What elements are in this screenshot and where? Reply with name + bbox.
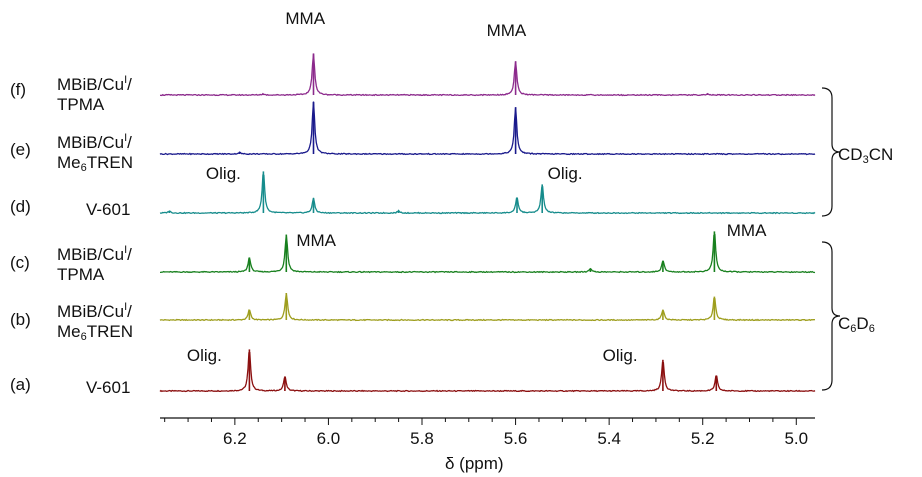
x-tick-label: 5.6: [504, 429, 528, 448]
spectrum-label-c: MBiB/CuI/TPMA: [57, 244, 132, 284]
x-axis: 6.2 6.0 5.8 5.6 5.4 5.2 5.0: [160, 417, 815, 448]
spectra-traces: [159, 53, 816, 393]
spectrum-letter-d: (d): [10, 197, 31, 216]
spectrum-trace-a: [159, 351, 816, 393]
x-tick-label: 5.2: [691, 429, 715, 448]
spectrum-trace-c: [160, 233, 816, 274]
peak-annotation-1: MMA: [486, 21, 527, 40]
peak-annotation-4: MMA: [296, 231, 336, 250]
solvent-braces: [821, 87, 841, 391]
spectrum-letter-f: (f): [10, 80, 27, 99]
spectrum-label-d: V-601: [86, 200, 131, 219]
x-axis-label: δ (ppm): [445, 454, 504, 473]
spectrum-letter-b: (b): [10, 310, 31, 329]
x-tick-label: 5.8: [410, 429, 434, 448]
peak-annotation-6: Olig.: [186, 346, 222, 365]
spectrum-label-a: V-601: [86, 378, 131, 397]
peak-annotation-5: MMA: [726, 221, 767, 240]
peak-annotation-3: Olig.: [547, 164, 583, 183]
solvent-label-1: C6D6: [838, 314, 875, 335]
spectrum-label-b: MBiB/CuI/Me6TREN: [57, 301, 134, 343]
spectrum-letter-e: (e): [10, 140, 31, 159]
spectrum-label-f: MBiB/CuI/TPMA: [57, 74, 132, 114]
brace-1: [821, 241, 841, 391]
spectrum-letter-c: (c): [10, 253, 30, 272]
x-tick-label: 5.0: [784, 429, 808, 448]
spectrum-trace-d: [159, 174, 816, 215]
x-tick-label: 6.2: [223, 429, 247, 448]
peak-annotation-2: Olig.: [205, 164, 241, 183]
spectrum-trace-f: [159, 53, 816, 97]
spectrum-trace-e: [159, 101, 816, 156]
spectrum-letter-a: (a): [10, 375, 31, 394]
spectrum-trace-b: [159, 293, 816, 322]
peak-annotation-7: Olig.: [602, 346, 638, 365]
peak-annotation-0: MMA: [285, 9, 326, 28]
brace-0: [821, 87, 841, 217]
spectrum-label-e: MBiB/CuI/Me6TREN: [57, 132, 134, 174]
solvent-label-0: CD3CN: [838, 145, 894, 166]
x-tick-label: 6.0: [317, 429, 341, 448]
x-tick-label: 5.4: [597, 429, 621, 448]
